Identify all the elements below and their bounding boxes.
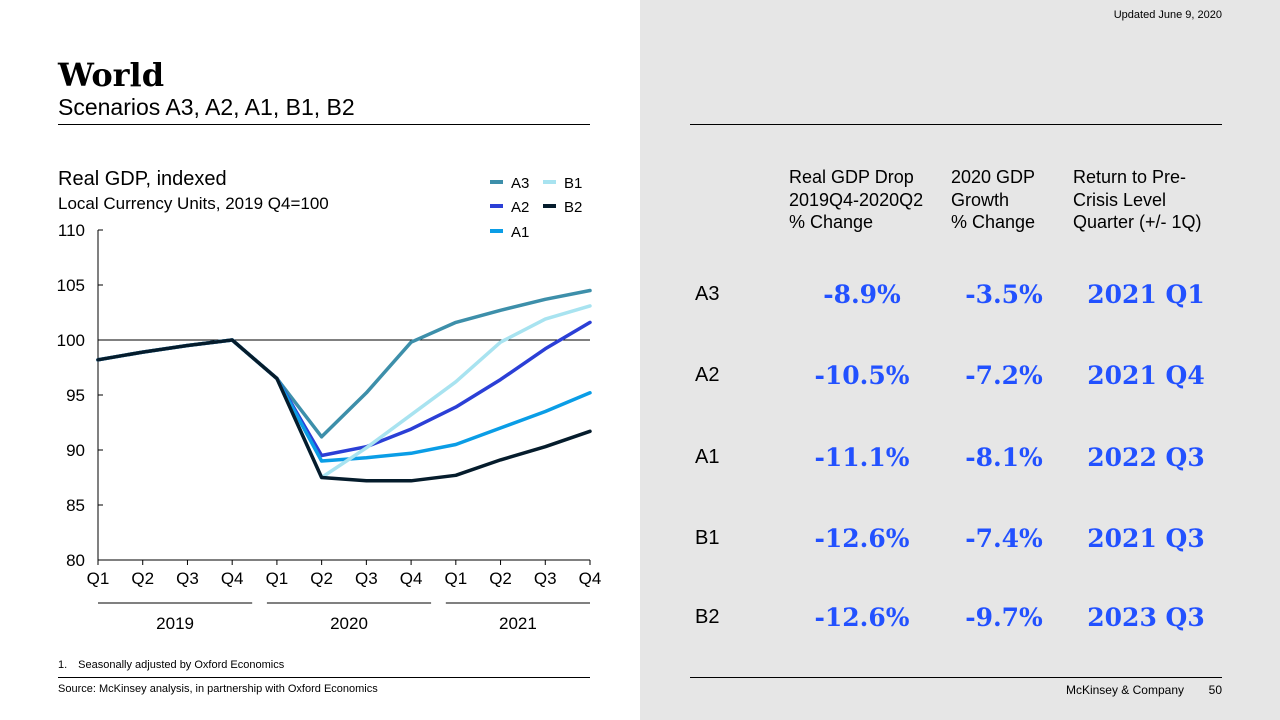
cell-drop-b2: -12.6%	[814, 603, 910, 632]
x-tick-label: Q4	[400, 569, 423, 588]
gdp-line-chart: 80 85 90 95 100 105 110 Q1 Q2 Q3 Q4 Q1 Q2 Q3 Q4 Q1 Q2 Q3 Q…	[57, 175, 602, 633]
cell-return-a1: 2022 Q3	[1087, 443, 1205, 472]
x-tick-label: Q3	[355, 569, 378, 588]
source-note: Source: McKinsey analysis, in partnershi…	[58, 683, 378, 695]
col-header-gdp-growth: 2020 GDP Growth % Change	[951, 166, 1035, 234]
col-header-line: Crisis Level	[1073, 189, 1167, 210]
y-tick-label: 100	[57, 331, 85, 350]
row-label-b2: B2	[695, 606, 720, 628]
y-tick-label: 85	[66, 496, 85, 515]
legend-label-a2: A2	[511, 199, 529, 216]
col-header-line: % Change	[951, 212, 1036, 232]
col-header-line: Growth	[951, 189, 1010, 210]
x-tick-label: Q2	[489, 569, 512, 588]
page-title: World	[58, 56, 165, 94]
col-header-line: % Change	[789, 212, 874, 232]
cell-growth-b1: -7.4%	[965, 524, 1043, 553]
row-label-a1: A1	[695, 446, 720, 468]
cell-return-a2: 2021 Q4	[1087, 361, 1205, 390]
cell-growth-b2: -9.7%	[965, 603, 1043, 632]
page-subtitle: Scenarios A3, A2, A1, B1, B2	[58, 94, 355, 120]
col-header-gdp-drop: Real GDP Drop 2019Q4-2020Q2 % Change	[789, 166, 923, 234]
cell-drop-a3: -8.9%	[823, 280, 901, 309]
year-group-label: 2019	[156, 614, 194, 633]
year-group-label: 2020	[330, 614, 368, 633]
x-tick-label: Q4	[579, 569, 602, 588]
x-tick-label: Q1	[87, 569, 110, 588]
row-label-a3: A3	[695, 283, 720, 305]
right-panel	[640, 0, 1280, 720]
cell-return-b1: 2021 Q3	[1087, 524, 1205, 553]
col-header-line: 2019Q4-2020Q2	[789, 189, 924, 210]
cell-growth-a1: -8.1%	[965, 443, 1043, 472]
y-tick-label: 80	[66, 551, 85, 570]
footnote-divider	[58, 677, 590, 678]
col-header-line: 2020 GDP	[951, 167, 1036, 187]
cell-return-a3: 2021 Q1	[1087, 280, 1205, 309]
series-line-a3	[96, 288, 592, 439]
title-divider	[58, 124, 590, 125]
page-number: 50	[1208, 683, 1222, 697]
cell-growth-a2: -7.2%	[965, 361, 1043, 390]
chart-subtitle: Local Currency Units, 2019 Q4=100	[58, 194, 329, 213]
table-bottom-divider	[690, 677, 1222, 678]
legend-label-b1: B1	[564, 175, 582, 192]
footnote: 1. Seasonally adjusted by Oxford Economi…	[58, 659, 285, 671]
cell-return-b2: 2023 Q3	[1087, 603, 1205, 632]
cell-drop-a1: -11.1%	[814, 443, 910, 472]
table-top-divider	[690, 124, 1222, 125]
company-name: McKinsey & Company	[1065, 683, 1184, 697]
series-line-a2	[96, 320, 592, 458]
row-label-a2: A2	[695, 364, 720, 386]
col-header-return: Return to Pre- Crisis Level Quarter (+/-…	[1073, 166, 1202, 234]
row-label-b1: B1	[695, 527, 720, 549]
x-tick-label: Q1	[444, 569, 467, 588]
y-tick-label: 105	[57, 276, 85, 295]
y-tick-label: 110	[58, 221, 85, 240]
legend-label-a3: A3	[511, 175, 529, 192]
x-tick-label: Q4	[221, 569, 244, 588]
series-line-b2	[96, 338, 592, 483]
col-header-line: Quarter (+/- 1Q)	[1073, 212, 1202, 232]
y-tick-label: 95	[66, 386, 85, 405]
col-header-line: Return to Pre-	[1073, 167, 1187, 187]
y-tick-label: 90	[66, 441, 85, 460]
x-tick-label: Q1	[266, 569, 289, 588]
x-tick-label: Q2	[310, 569, 333, 588]
x-tick-label: Q3	[534, 569, 557, 588]
col-header-line: Real GDP Drop	[789, 167, 914, 187]
series-line-a1	[96, 338, 592, 463]
legend-label-a1: A1	[511, 224, 529, 241]
x-tick-label: Q3	[176, 569, 199, 588]
x-tick-label: Q2	[131, 569, 154, 588]
cell-drop-b1: -12.6%	[814, 524, 910, 553]
updated-date: Updated June 9, 2020	[1113, 9, 1222, 21]
cell-drop-a2: -10.5%	[814, 361, 910, 390]
year-group-label: 2021	[499, 614, 537, 633]
chart-title: Real GDP, indexed	[58, 168, 227, 190]
legend-label-b2: B2	[564, 199, 582, 216]
cell-growth-a3: -3.5%	[965, 280, 1043, 309]
